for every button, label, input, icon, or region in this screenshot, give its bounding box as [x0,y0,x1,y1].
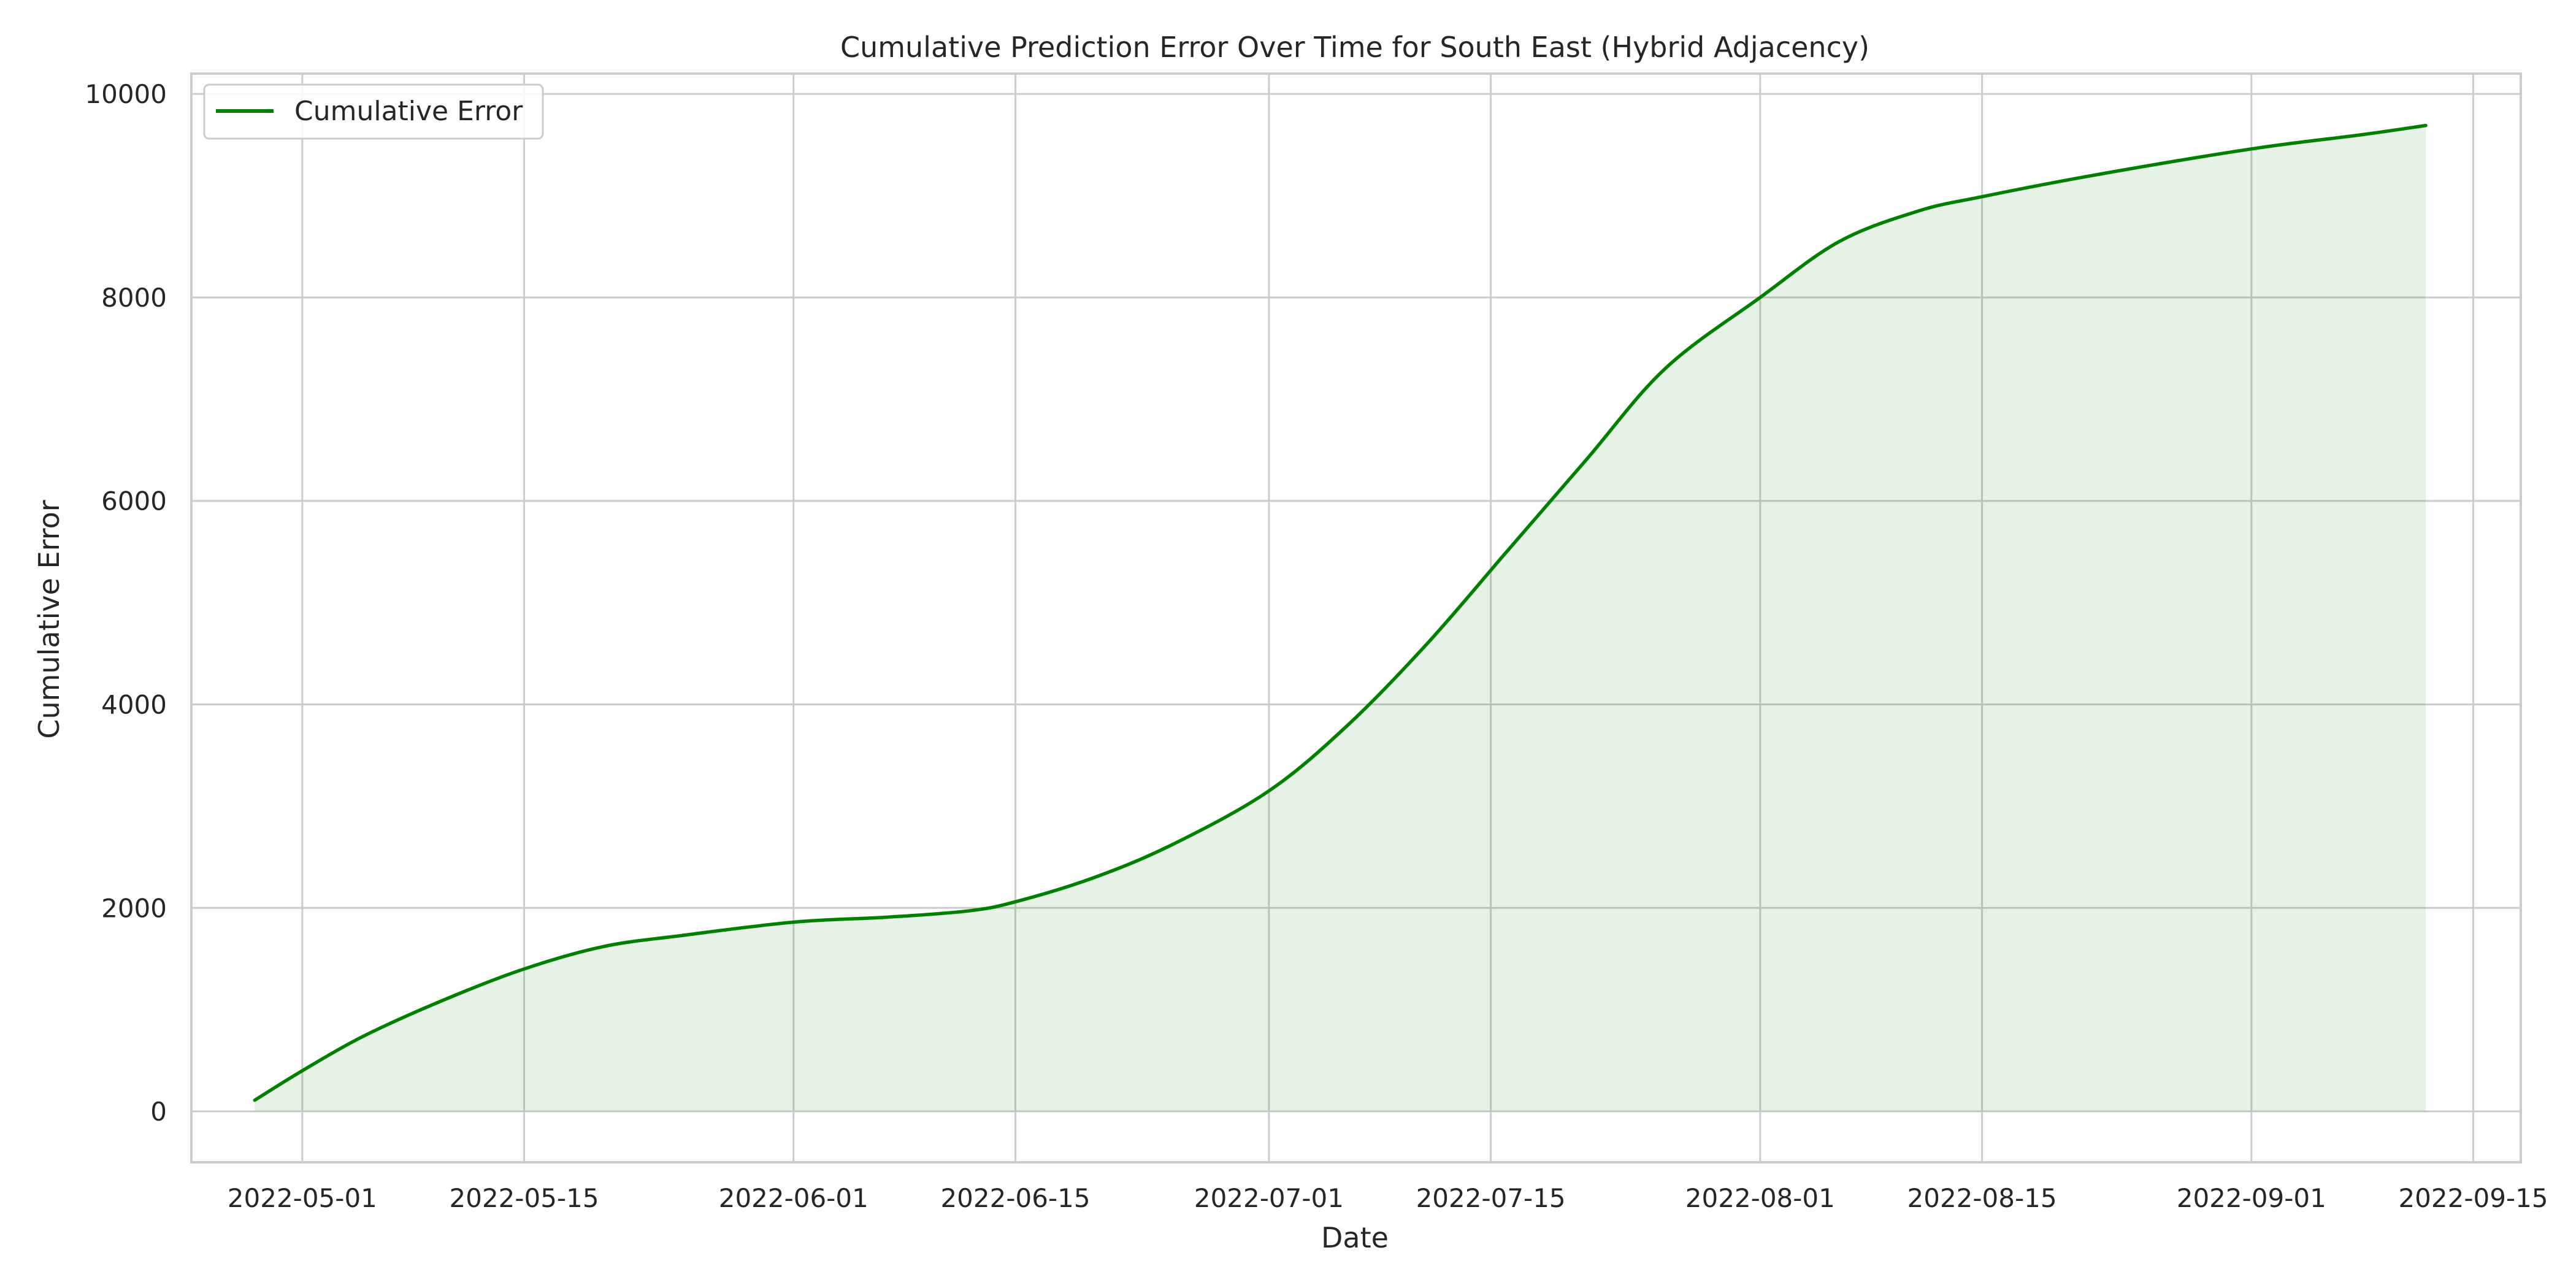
data-point [443,999,446,1001]
y-axis-ticks: 0 2000 4000 6000 8000 10000 [85,79,167,1127]
data-point [2250,148,2253,150]
x-tick-label: 2022-05-15 [450,1183,599,1213]
data-point [1838,240,1841,243]
area-fill [255,125,2426,1112]
x-tick-label: 2022-07-01 [1194,1183,1344,1213]
chart-title: Cumulative Prediction Error Over Time fo… [840,31,1869,64]
data-point [1347,724,1349,726]
data-point [681,934,684,937]
data-point [1014,900,1017,903]
x-tick-label: 2022-06-01 [719,1183,868,1213]
data-point [1268,790,1270,792]
y-tick-label: 2000 [101,893,167,923]
data-point [1585,459,1587,461]
data-point [364,1034,367,1037]
x-tick-label: 2022-08-01 [1685,1183,1835,1213]
data-point [253,1099,256,1102]
y-tick-label: 8000 [101,283,167,313]
data-point [887,916,890,918]
data-point [2361,134,2364,136]
series-line [253,123,2428,1102]
data-point [523,968,526,970]
x-tick-label: 2022-06-15 [940,1183,1090,1213]
data-point [1664,367,1666,370]
y-axis-label: Cumulative Error [33,500,66,738]
data-point [1505,551,1508,553]
x-tick-label: 2022-05-01 [228,1183,377,1213]
y-tick-label: 0 [150,1097,167,1127]
x-axis-ticks: 2022-05-01 2022-05-15 2022-06-01 2022-06-15… [228,1183,2548,1213]
data-point [2091,174,2094,177]
y-tick-label: 6000 [101,486,167,516]
data-point [1981,196,1984,198]
data-point [1917,210,1920,212]
grid-lines [191,74,2521,1162]
x-tick-label: 2022-08-15 [1907,1183,2057,1213]
data-point [967,910,969,912]
x-tick-label: 2022-09-01 [2177,1183,2326,1213]
x-axis-label: Date [1321,1221,1389,1254]
data-point [1173,843,1175,845]
data-point [1426,642,1428,645]
x-tick-label: 2022-09-15 [2398,1183,2548,1213]
data-point [602,945,605,948]
x-tick-label: 2022-07-15 [1416,1183,1566,1213]
data-point [2425,125,2427,127]
legend-box [203,83,544,140]
y-tick-label: 4000 [101,690,167,720]
data-point [1094,876,1096,879]
legend: Cumulative Error [203,83,544,140]
data-point [792,921,795,924]
y-tick-label: 10000 [85,79,167,109]
area-layer [255,125,2426,1112]
line-layer [253,123,2428,1102]
data-point [301,1070,304,1072]
data-point [1759,296,1761,299]
legend-entry: Cumulative Error [294,96,523,127]
plot-frame [190,72,2522,1163]
